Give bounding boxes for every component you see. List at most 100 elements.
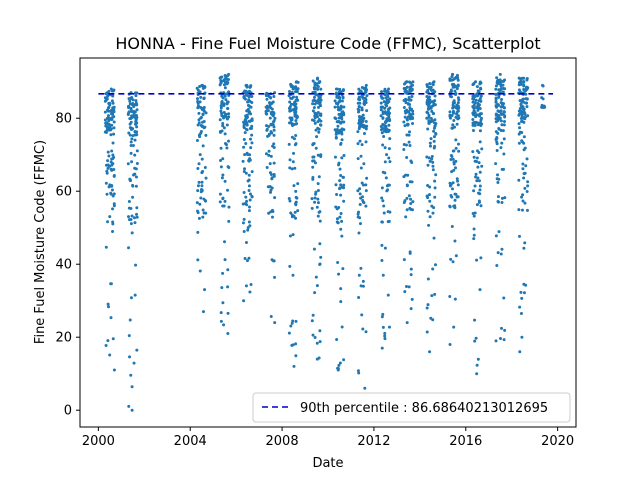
data-point — [201, 144, 205, 148]
data-point — [269, 122, 273, 126]
data-point — [129, 373, 133, 377]
data-point — [432, 236, 436, 240]
data-point — [502, 137, 506, 141]
data-point — [425, 95, 429, 99]
data-point — [494, 234, 498, 238]
data-point — [380, 196, 384, 200]
data-point — [337, 161, 341, 165]
data-point — [135, 212, 139, 216]
data-point — [133, 153, 137, 157]
data-point — [273, 321, 277, 325]
data-point — [292, 151, 296, 155]
data-point — [316, 77, 320, 81]
data-point — [132, 104, 136, 108]
data-point — [250, 170, 254, 174]
data-point — [247, 159, 251, 162]
data-point — [358, 139, 362, 143]
data-point — [476, 357, 480, 361]
data-point — [242, 170, 246, 174]
data-point — [294, 122, 298, 126]
data-point — [404, 80, 408, 84]
data-point — [454, 91, 458, 95]
data-point — [195, 86, 199, 90]
data-point — [450, 95, 454, 99]
data-point — [287, 331, 291, 335]
data-point — [480, 116, 484, 120]
data-point — [226, 165, 230, 169]
data-point — [313, 336, 317, 340]
data-point — [270, 107, 274, 111]
data-point — [272, 142, 276, 146]
data-point — [523, 186, 527, 190]
data-point — [127, 131, 131, 135]
data-point — [385, 189, 389, 193]
data-point — [134, 99, 138, 103]
data-point — [313, 200, 317, 204]
x-tick-label: 2008 — [266, 434, 299, 449]
data-point — [318, 96, 322, 100]
data-point — [404, 215, 408, 219]
data-point — [455, 103, 459, 107]
data-point — [478, 80, 482, 84]
data-point — [135, 115, 139, 119]
data-point — [430, 157, 434, 161]
data-point — [434, 263, 437, 267]
data-point — [523, 111, 527, 115]
data-point — [430, 109, 434, 113]
data-point — [315, 205, 319, 209]
data-point — [494, 138, 498, 142]
data-point — [502, 338, 506, 342]
y-tick-label: 80 — [55, 112, 72, 127]
data-point — [409, 81, 413, 85]
data-point — [319, 255, 323, 259]
data-point — [472, 233, 476, 237]
data-point — [381, 312, 385, 316]
data-point — [477, 191, 481, 195]
data-point — [497, 103, 501, 107]
data-point — [433, 103, 437, 107]
data-point — [248, 224, 252, 228]
data-point — [200, 184, 204, 188]
data-point — [128, 318, 132, 322]
data-point — [360, 143, 364, 147]
data-point — [197, 162, 201, 166]
data-point — [267, 101, 271, 105]
data-point — [475, 92, 479, 96]
data-point — [433, 118, 437, 122]
data-point — [499, 252, 503, 256]
data-point — [475, 113, 479, 117]
data-point — [381, 116, 385, 120]
data-point — [426, 85, 430, 89]
data-point — [502, 110, 506, 114]
data-point — [132, 361, 136, 365]
data-point — [131, 98, 135, 102]
data-point — [474, 172, 478, 176]
data-point — [129, 151, 133, 155]
data-point — [402, 147, 406, 151]
data-point — [495, 140, 499, 144]
data-point — [109, 282, 113, 286]
data-point — [494, 96, 498, 100]
data-point — [128, 355, 132, 359]
data-point — [451, 123, 455, 127]
data-point — [223, 199, 227, 203]
data-point — [223, 240, 227, 244]
data-point — [519, 311, 523, 315]
data-point — [407, 285, 411, 289]
data-point — [364, 98, 368, 102]
data-point — [195, 201, 199, 205]
data-point — [313, 116, 317, 120]
data-point — [520, 130, 524, 134]
data-point — [294, 85, 298, 89]
data-point — [133, 216, 136, 220]
data-point — [291, 273, 295, 277]
data-point — [104, 245, 108, 249]
data-point — [358, 192, 362, 196]
data-point — [133, 221, 137, 225]
data-point — [126, 104, 130, 108]
data-point — [314, 190, 318, 194]
data-point — [430, 154, 434, 158]
data-point — [524, 101, 528, 105]
data-point — [316, 197, 320, 201]
data-point — [502, 152, 506, 156]
